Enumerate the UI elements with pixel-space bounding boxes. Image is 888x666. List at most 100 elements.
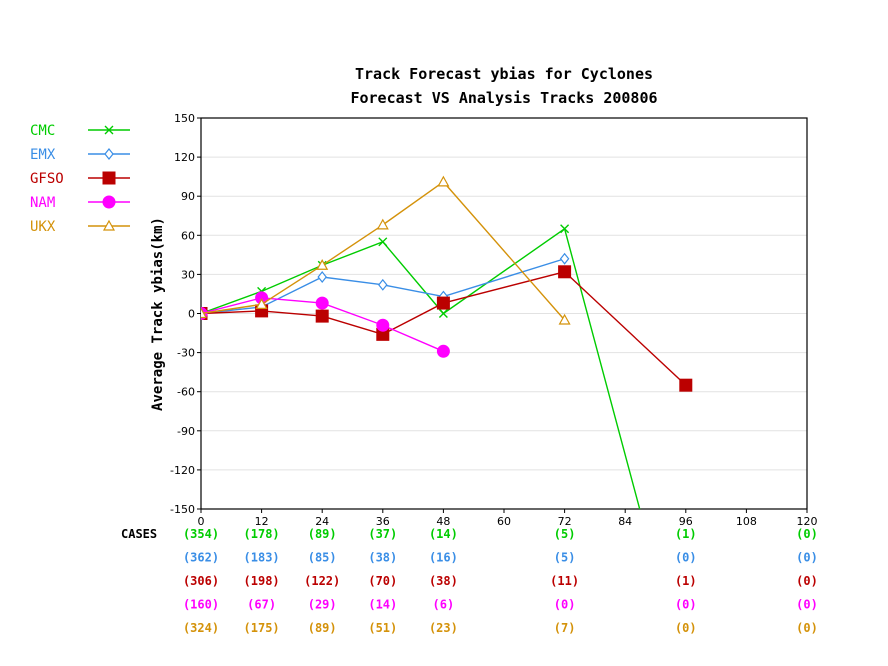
legend-item-cmc: CMC <box>30 123 130 139</box>
case-count-emx: (38) <box>368 551 397 565</box>
y-tick-label: -30 <box>177 347 195 360</box>
case-count-ukx: (324) <box>183 621 219 635</box>
case-count-emx: (183) <box>244 551 280 565</box>
data-point-gfso <box>436 296 450 310</box>
case-count-ukx: (23) <box>429 621 458 635</box>
data-point-ukx <box>558 313 571 325</box>
case-count-nam: (67) <box>247 598 276 612</box>
chart-title: Track Forecast ybias for Cyclones <box>355 65 653 83</box>
case-count-nam: (0) <box>554 598 576 612</box>
x-tick-label: 24 <box>315 515 329 528</box>
axis-ticks: -150 -120 -90 -60 -30 0 30 60 90 120 150 0 12 24 36 48 6… <box>170 112 817 528</box>
case-count-cmc: (178) <box>244 527 280 541</box>
case-count-gfso: (11) <box>550 574 579 588</box>
data-point-ukx <box>376 218 389 230</box>
x-tick-label: 72 <box>558 515 572 528</box>
case-count-emx: (16) <box>429 551 458 565</box>
case-count-gfso: (122) <box>304 574 340 588</box>
data-point-ukx <box>316 259 329 270</box>
data-point-gfso <box>558 265 572 279</box>
y-tick-label: 0 <box>188 308 195 321</box>
legend-marker-cmc <box>104 125 114 135</box>
case-count-gfso: (306) <box>183 574 219 588</box>
data-point-ukx <box>437 175 450 187</box>
data-point-emx <box>559 252 570 265</box>
y-tick-label: 60 <box>181 229 195 242</box>
case-count-nam: (6) <box>433 598 455 612</box>
case-count-cmc: (14) <box>429 527 458 541</box>
series-ukx <box>201 175 571 325</box>
legend-label-ukx: UKX <box>30 219 56 235</box>
case-count-ukx: (175) <box>244 621 280 635</box>
case-count-gfso: (198) <box>244 574 280 588</box>
data-point-cmc <box>560 224 570 234</box>
y-tick-label: 90 <box>181 190 195 203</box>
series-gfso <box>201 265 693 392</box>
legend-label-nam: NAM <box>30 195 55 211</box>
case-count-ukx: (89) <box>308 621 337 635</box>
case-count-nam: (0) <box>796 598 818 612</box>
legend: CMC EMX GFSO NAM UKX <box>30 123 130 235</box>
legend-label-emx: EMX <box>30 147 56 163</box>
case-count-gfso: (70) <box>368 574 397 588</box>
data-point-emx <box>317 271 327 283</box>
case-count-gfso: (38) <box>429 574 458 588</box>
legend-marker-ukx <box>102 219 116 231</box>
case-count-emx: (5) <box>554 551 576 565</box>
case-count-emx: (362) <box>183 551 219 565</box>
series-emx <box>201 252 570 320</box>
series-group <box>201 175 693 509</box>
legend-item-gfso: GFSO <box>30 171 130 187</box>
chart-subtitle: Forecast VS Analysis Tracks 200806 <box>350 89 657 107</box>
x-tick-label: 48 <box>436 515 450 528</box>
case-count-gfso: (1) <box>675 574 697 588</box>
legend-marker-gfso <box>102 171 116 185</box>
legend-item-ukx: UKX <box>30 219 130 235</box>
y-tick-label: -150 <box>170 503 195 516</box>
legend-marker-emx <box>104 148 114 160</box>
case-count-cmc: (354) <box>183 527 219 541</box>
case-count-cmc: (37) <box>368 527 397 541</box>
legend-label-gfso: GFSO <box>30 171 64 187</box>
series-line-gfso <box>201 271 687 386</box>
x-tick-label: 36 <box>376 515 390 528</box>
x-tick-label: 108 <box>736 515 757 528</box>
case-count-nam: (29) <box>308 598 337 612</box>
case-count-emx: (0) <box>796 551 818 565</box>
x-tick-label: 96 <box>679 515 693 528</box>
y-tick-label: 30 <box>181 268 195 281</box>
case-count-ukx: (0) <box>796 621 818 635</box>
data-point-nam <box>376 318 390 332</box>
y-axis-label: Average Track ybias(km) <box>150 217 166 411</box>
case-count-ukx: (7) <box>554 621 576 635</box>
case-count-cmc: (5) <box>554 527 576 541</box>
data-point-nam <box>436 344 450 358</box>
y-tick-label: -60 <box>177 386 195 399</box>
case-count-nam: (0) <box>675 598 697 612</box>
case-count-emx: (0) <box>675 551 697 565</box>
x-tick-label: 0 <box>198 515 205 528</box>
series-line-emx <box>201 258 565 315</box>
y-tick-label: 120 <box>174 151 195 164</box>
y-tick-label: 150 <box>174 112 195 125</box>
case-count-ukx: (0) <box>675 621 697 635</box>
x-tick-label: 12 <box>255 515 269 528</box>
data-point-gfso <box>679 378 693 392</box>
data-point-ukx <box>255 298 268 309</box>
legend-item-emx: EMX <box>30 147 130 163</box>
case-count-cmc: (89) <box>308 527 337 541</box>
case-count-ukx: (51) <box>368 621 397 635</box>
case-count-emx: (85) <box>308 551 337 565</box>
data-point-ukx <box>201 307 208 319</box>
data-point-nam <box>315 296 329 310</box>
cases-table: (354) (178) (89) (37) (14) (5) (1) (0) (362) (183… <box>183 527 818 635</box>
case-count-cmc: (1) <box>675 527 697 541</box>
y-tick-label: -120 <box>170 464 195 477</box>
data-point-cmc <box>378 237 388 247</box>
x-tick-label: 84 <box>618 515 632 528</box>
x-tick-label: 120 <box>797 515 818 528</box>
case-count-cmc: (0) <box>796 527 818 541</box>
legend-label-cmc: CMC <box>30 123 55 139</box>
legend-marker-nam <box>102 195 116 209</box>
